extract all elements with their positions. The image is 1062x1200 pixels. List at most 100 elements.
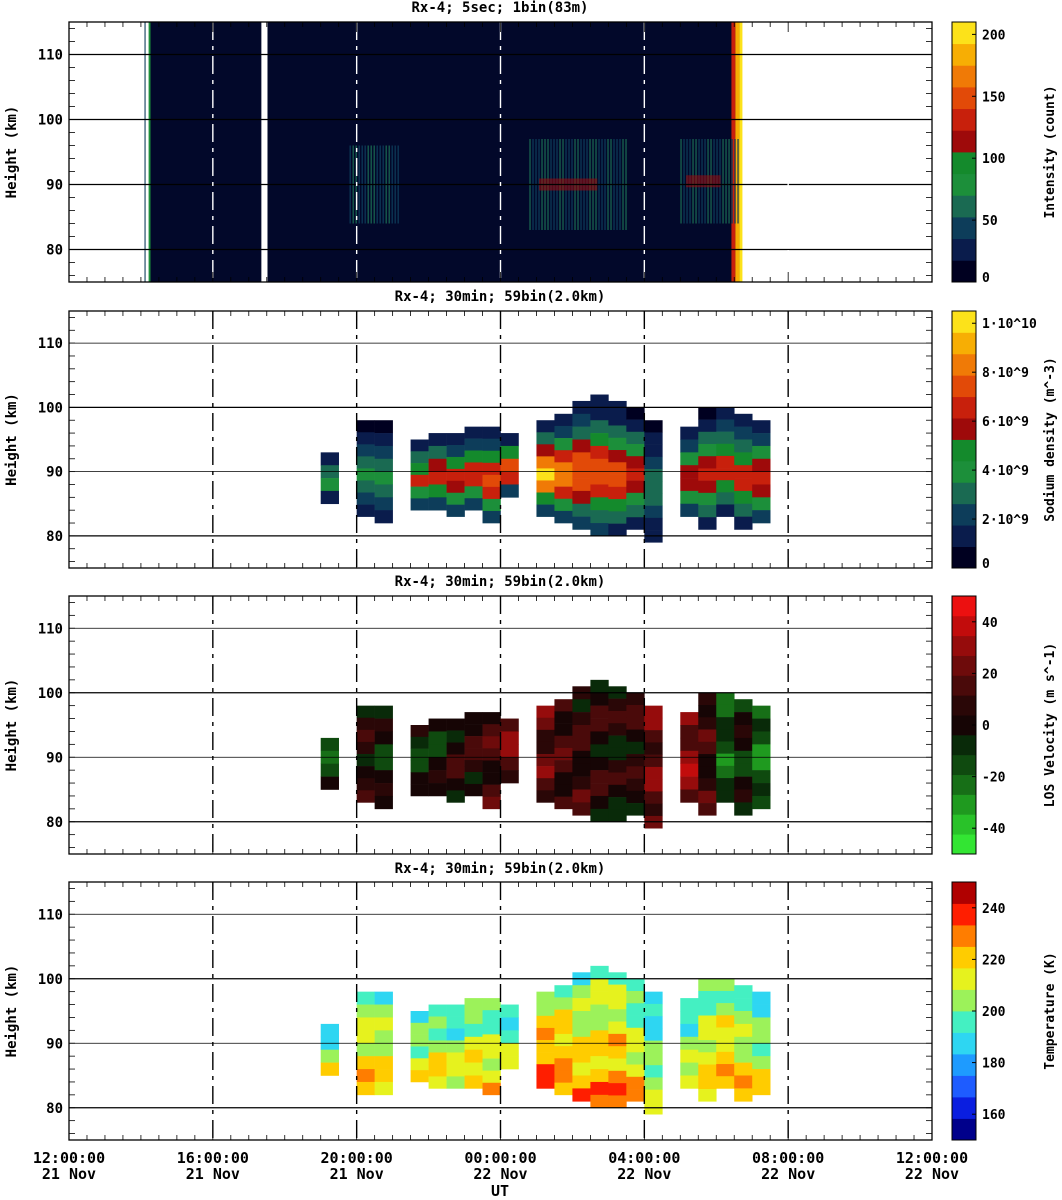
data-cell: [572, 776, 591, 790]
colorbar-tick-label: 160: [982, 1108, 1006, 1123]
data-cell: [716, 790, 735, 803]
data-cell: [356, 420, 375, 433]
data-cell: [752, 445, 771, 460]
data-cell: [464, 712, 483, 725]
colorbar-tick-label: 220: [982, 953, 1006, 968]
data-cell: [482, 784, 501, 798]
data-cell: [698, 468, 717, 481]
y-tick-label: 90: [46, 178, 63, 194]
data-cell: [716, 1051, 735, 1065]
data-cell: [446, 504, 465, 517]
colorbar-swatch: [952, 946, 976, 969]
data-cell: [356, 444, 375, 457]
data-cell: [590, 991, 609, 1005]
data-cell: [626, 407, 645, 420]
data-cell: [500, 471, 519, 485]
data-cell: [482, 438, 501, 452]
data-cell: [356, 991, 375, 1005]
colorbar-frame: [951, 310, 977, 569]
data-cell: [410, 736, 429, 749]
data-cell: [626, 456, 645, 469]
data-cell: [680, 426, 699, 440]
layer-streak: [728, 139, 730, 224]
y-tick-label: 90: [46, 750, 63, 766]
data-cell: [536, 1015, 555, 1029]
data-cell: [644, 779, 663, 792]
data-cell: [572, 1023, 591, 1038]
data-cell: [752, 705, 771, 719]
data-cell: [644, 420, 663, 433]
data-cell: [554, 796, 573, 810]
data-cell: [374, 445, 393, 460]
data-cell: [356, 1081, 375, 1096]
colorbar-swatch: [952, 1097, 976, 1119]
data-cell: [410, 463, 429, 476]
data-cell: [356, 766, 375, 779]
data-cell: [698, 705, 717, 718]
data-cell: [410, 474, 429, 487]
data-cell: [752, 510, 771, 524]
colorbar-tick-label: -20: [982, 771, 1006, 786]
data-cell: [644, 754, 663, 768]
y-tick-label: 110: [38, 621, 63, 637]
colorbar-swatch: [952, 503, 976, 526]
data-cell: [428, 1064, 447, 1077]
data-cell: [590, 484, 609, 498]
data-cell: [572, 802, 591, 816]
data-cell: [500, 744, 519, 758]
data-cell: [554, 413, 573, 427]
colorbar-swatch: [952, 396, 976, 419]
data-cell: [626, 1089, 645, 1102]
colorbar-label: LOS Velocity (m s^-1): [1043, 643, 1058, 807]
data-cell: [626, 517, 645, 530]
data-cell: [356, 778, 375, 791]
data-cell: [356, 432, 375, 445]
panel-title: Rx-4; 30min; 59bin(2.0km): [395, 574, 606, 590]
panel-4: Rx-4; 30min; 59bin(2.0km) 80 90 100 110 Heigh…: [4, 861, 1058, 1141]
data-cell: [464, 760, 483, 773]
panel-title: Rx-4; 30min; 59bin(2.0km): [395, 861, 606, 877]
data-cell: [356, 1069, 375, 1083]
data-cell: [698, 717, 717, 730]
data-cell: [590, 770, 609, 784]
data-cell: [590, 795, 609, 810]
data-cell: [554, 772, 573, 785]
layer-peak: [686, 175, 721, 188]
colorbar-label: Intensity (count): [1043, 85, 1058, 218]
data-cell: [608, 1070, 627, 1084]
data-cell: [716, 455, 735, 469]
y-tick-label: 100: [38, 113, 63, 129]
data-cell: [428, 1004, 447, 1017]
data-cell: [500, 1004, 519, 1018]
data-cell: [374, 471, 393, 485]
data-cell: [680, 998, 699, 1012]
data-cell: [482, 1046, 501, 1059]
data-cell: [626, 1040, 645, 1053]
data-cell: [374, 458, 393, 472]
data-cell: [464, 426, 483, 439]
data-cell: [446, 492, 465, 505]
colorbar-swatch: [952, 903, 976, 926]
colorbar-swatch: [952, 525, 976, 547]
data-cell: [608, 760, 627, 773]
data-cell: [374, 1069, 393, 1083]
data-cell: [680, 503, 699, 517]
colorbar: 200 150 100 50 0 Intensity (count): [951, 21, 1058, 286]
data-cell: [698, 778, 717, 792]
data-cell: [374, 1043, 393, 1057]
data-cell: [734, 1088, 753, 1102]
data-gap: [145, 22, 149, 282]
data-cell: [680, 439, 699, 453]
data-cell: [482, 760, 501, 773]
colorbar-tick-label: 150: [982, 90, 1006, 105]
data-cell: [590, 407, 609, 421]
colorbar-swatch: [952, 217, 976, 240]
data-cell: [446, 1064, 465, 1077]
data-cell: [716, 407, 735, 420]
data-cell: [446, 1004, 465, 1017]
data-cell: [536, 1064, 555, 1077]
data-cell: [554, 784, 573, 797]
colorbar-swatch: [952, 596, 976, 617]
data-cell: [716, 1039, 735, 1053]
data-cell: [608, 809, 627, 823]
